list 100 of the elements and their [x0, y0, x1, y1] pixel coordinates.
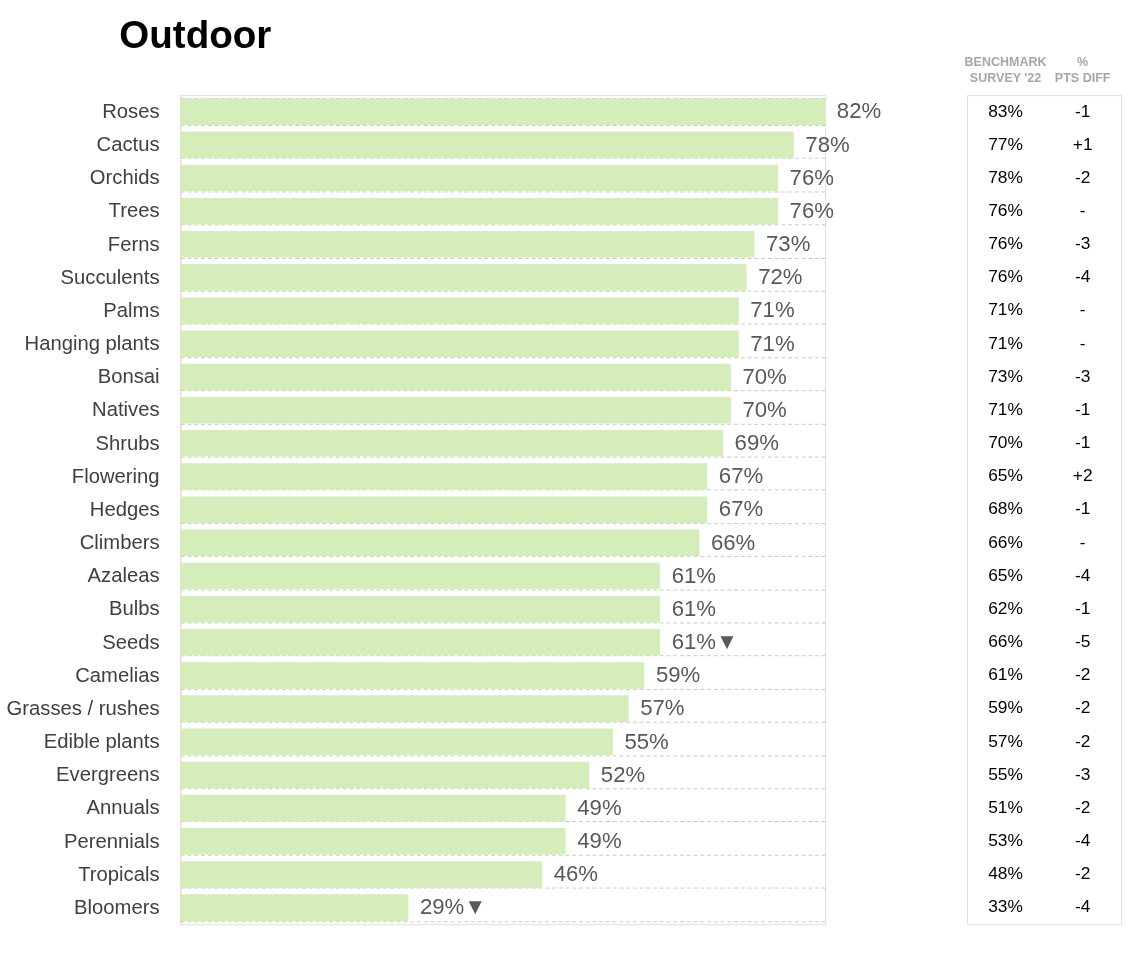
y-tick-label: Bonsai: [97, 365, 160, 388]
bar: [180, 330, 739, 358]
bar: [180, 695, 629, 722]
text: -2: [1074, 863, 1091, 884]
text: +1: [1072, 133, 1093, 154]
bar: [180, 363, 731, 391]
data-label: 76%: [789, 197, 834, 223]
text: 76%: [988, 200, 1023, 220]
text: -1: [1074, 100, 1091, 121]
text: 71%: [988, 332, 1023, 353]
text: 62%: [988, 597, 1023, 618]
data-label: 66%: [710, 529, 756, 555]
text: 65%: [988, 564, 1023, 585]
text: 48%: [988, 863, 1023, 884]
bar: [180, 496, 708, 523]
data-label: 76%: [789, 164, 834, 190]
data-label: 73%: [766, 231, 811, 257]
y-tick-label: Succulents: [60, 265, 160, 288]
text: -3: [1074, 233, 1091, 254]
data-label: 29%▼: [419, 894, 487, 920]
text: -5: [1074, 631, 1091, 652]
text: 51%: [988, 796, 1023, 817]
category-label: % PTS DIFF: [1054, 55, 1111, 85]
bar: [180, 164, 779, 192]
data-label: 61%: [671, 595, 716, 621]
text: -: [1079, 200, 1086, 220]
y-tick-label: Evergreens: [56, 763, 160, 786]
y-tick-label: Hedges: [89, 497, 160, 520]
text: 66%: [988, 531, 1023, 552]
bar: [180, 197, 779, 225]
y-tick-label: Roses: [102, 99, 160, 122]
text: -3: [1074, 365, 1091, 386]
data-label: 61%: [671, 562, 716, 588]
y-tick-label: Hanging plants: [24, 332, 160, 355]
text: -2: [1074, 697, 1091, 718]
y-tick-label: Palms: [103, 298, 160, 321]
bar: [180, 396, 731, 424]
bar: [180, 231, 755, 258]
text: -1: [1074, 498, 1091, 519]
text: -: [1079, 299, 1086, 320]
data-label: 46%: [553, 861, 599, 887]
data-label: 71%: [750, 297, 795, 323]
bar: [180, 529, 700, 557]
data-label: 67%: [718, 463, 764, 489]
bar: [180, 761, 590, 789]
data-label: 70%: [742, 363, 787, 389]
text: -2: [1074, 796, 1091, 817]
bar: [180, 264, 747, 291]
y-tick-label: Cactus: [96, 133, 160, 156]
text: 77%: [988, 133, 1023, 154]
y-tick-label: Azaleas: [87, 564, 160, 587]
text: -4: [1074, 564, 1091, 585]
bar: [180, 662, 645, 689]
text: -4: [1074, 896, 1091, 917]
data-label: 72%: [758, 264, 803, 290]
data-label: 69%: [734, 430, 779, 456]
text: 53%: [988, 830, 1023, 851]
y-tick-label: Perennials: [63, 829, 160, 852]
chart-title: Outdoor: [119, 13, 272, 57]
bar: [180, 430, 723, 457]
data-label: 70%: [742, 396, 787, 422]
text: -2: [1074, 730, 1091, 751]
data-label: 49%: [577, 794, 622, 820]
y-tick-label: Ferns: [107, 232, 160, 255]
y-tick-label: Tropicals: [78, 862, 160, 885]
text: 78%: [988, 166, 1023, 187]
y-tick-label: Bloomers: [74, 895, 160, 918]
bar: [180, 562, 661, 590]
text: 76%: [988, 233, 1023, 254]
text: 73%: [988, 365, 1023, 386]
text: -2: [1074, 664, 1091, 685]
text: -: [1079, 531, 1086, 552]
data-label: 49%: [577, 828, 622, 854]
text: 66%: [988, 631, 1023, 652]
y-tick-label: Flowering: [71, 464, 160, 487]
text: 83%: [988, 100, 1023, 121]
text: 68%: [988, 498, 1023, 519]
text: +2: [1072, 465, 1093, 486]
bar: [180, 894, 409, 921]
bar: [180, 828, 566, 855]
y-tick-label: Shrubs: [95, 431, 160, 454]
y-tick-label: Natives: [92, 398, 160, 421]
bar: [180, 463, 708, 490]
bar: [180, 629, 661, 656]
y-tick-label: Seeds: [102, 630, 160, 653]
text: 61%: [988, 664, 1023, 685]
text: 65%: [988, 465, 1023, 486]
data-label: 67%: [718, 496, 764, 522]
text: -1: [1074, 597, 1091, 618]
data-label: 57%: [640, 695, 685, 721]
text: 33%: [988, 896, 1023, 917]
y-tick-label: Orchids: [89, 166, 160, 189]
text: 71%: [988, 299, 1023, 320]
bar: [180, 297, 739, 324]
text: -1: [1074, 432, 1091, 453]
y-tick-label: Annuals: [86, 796, 160, 819]
bar: [180, 861, 543, 888]
data-label: 52%: [600, 761, 646, 787]
text: -3: [1074, 763, 1091, 784]
y-tick-label: Edible plants: [43, 730, 160, 753]
